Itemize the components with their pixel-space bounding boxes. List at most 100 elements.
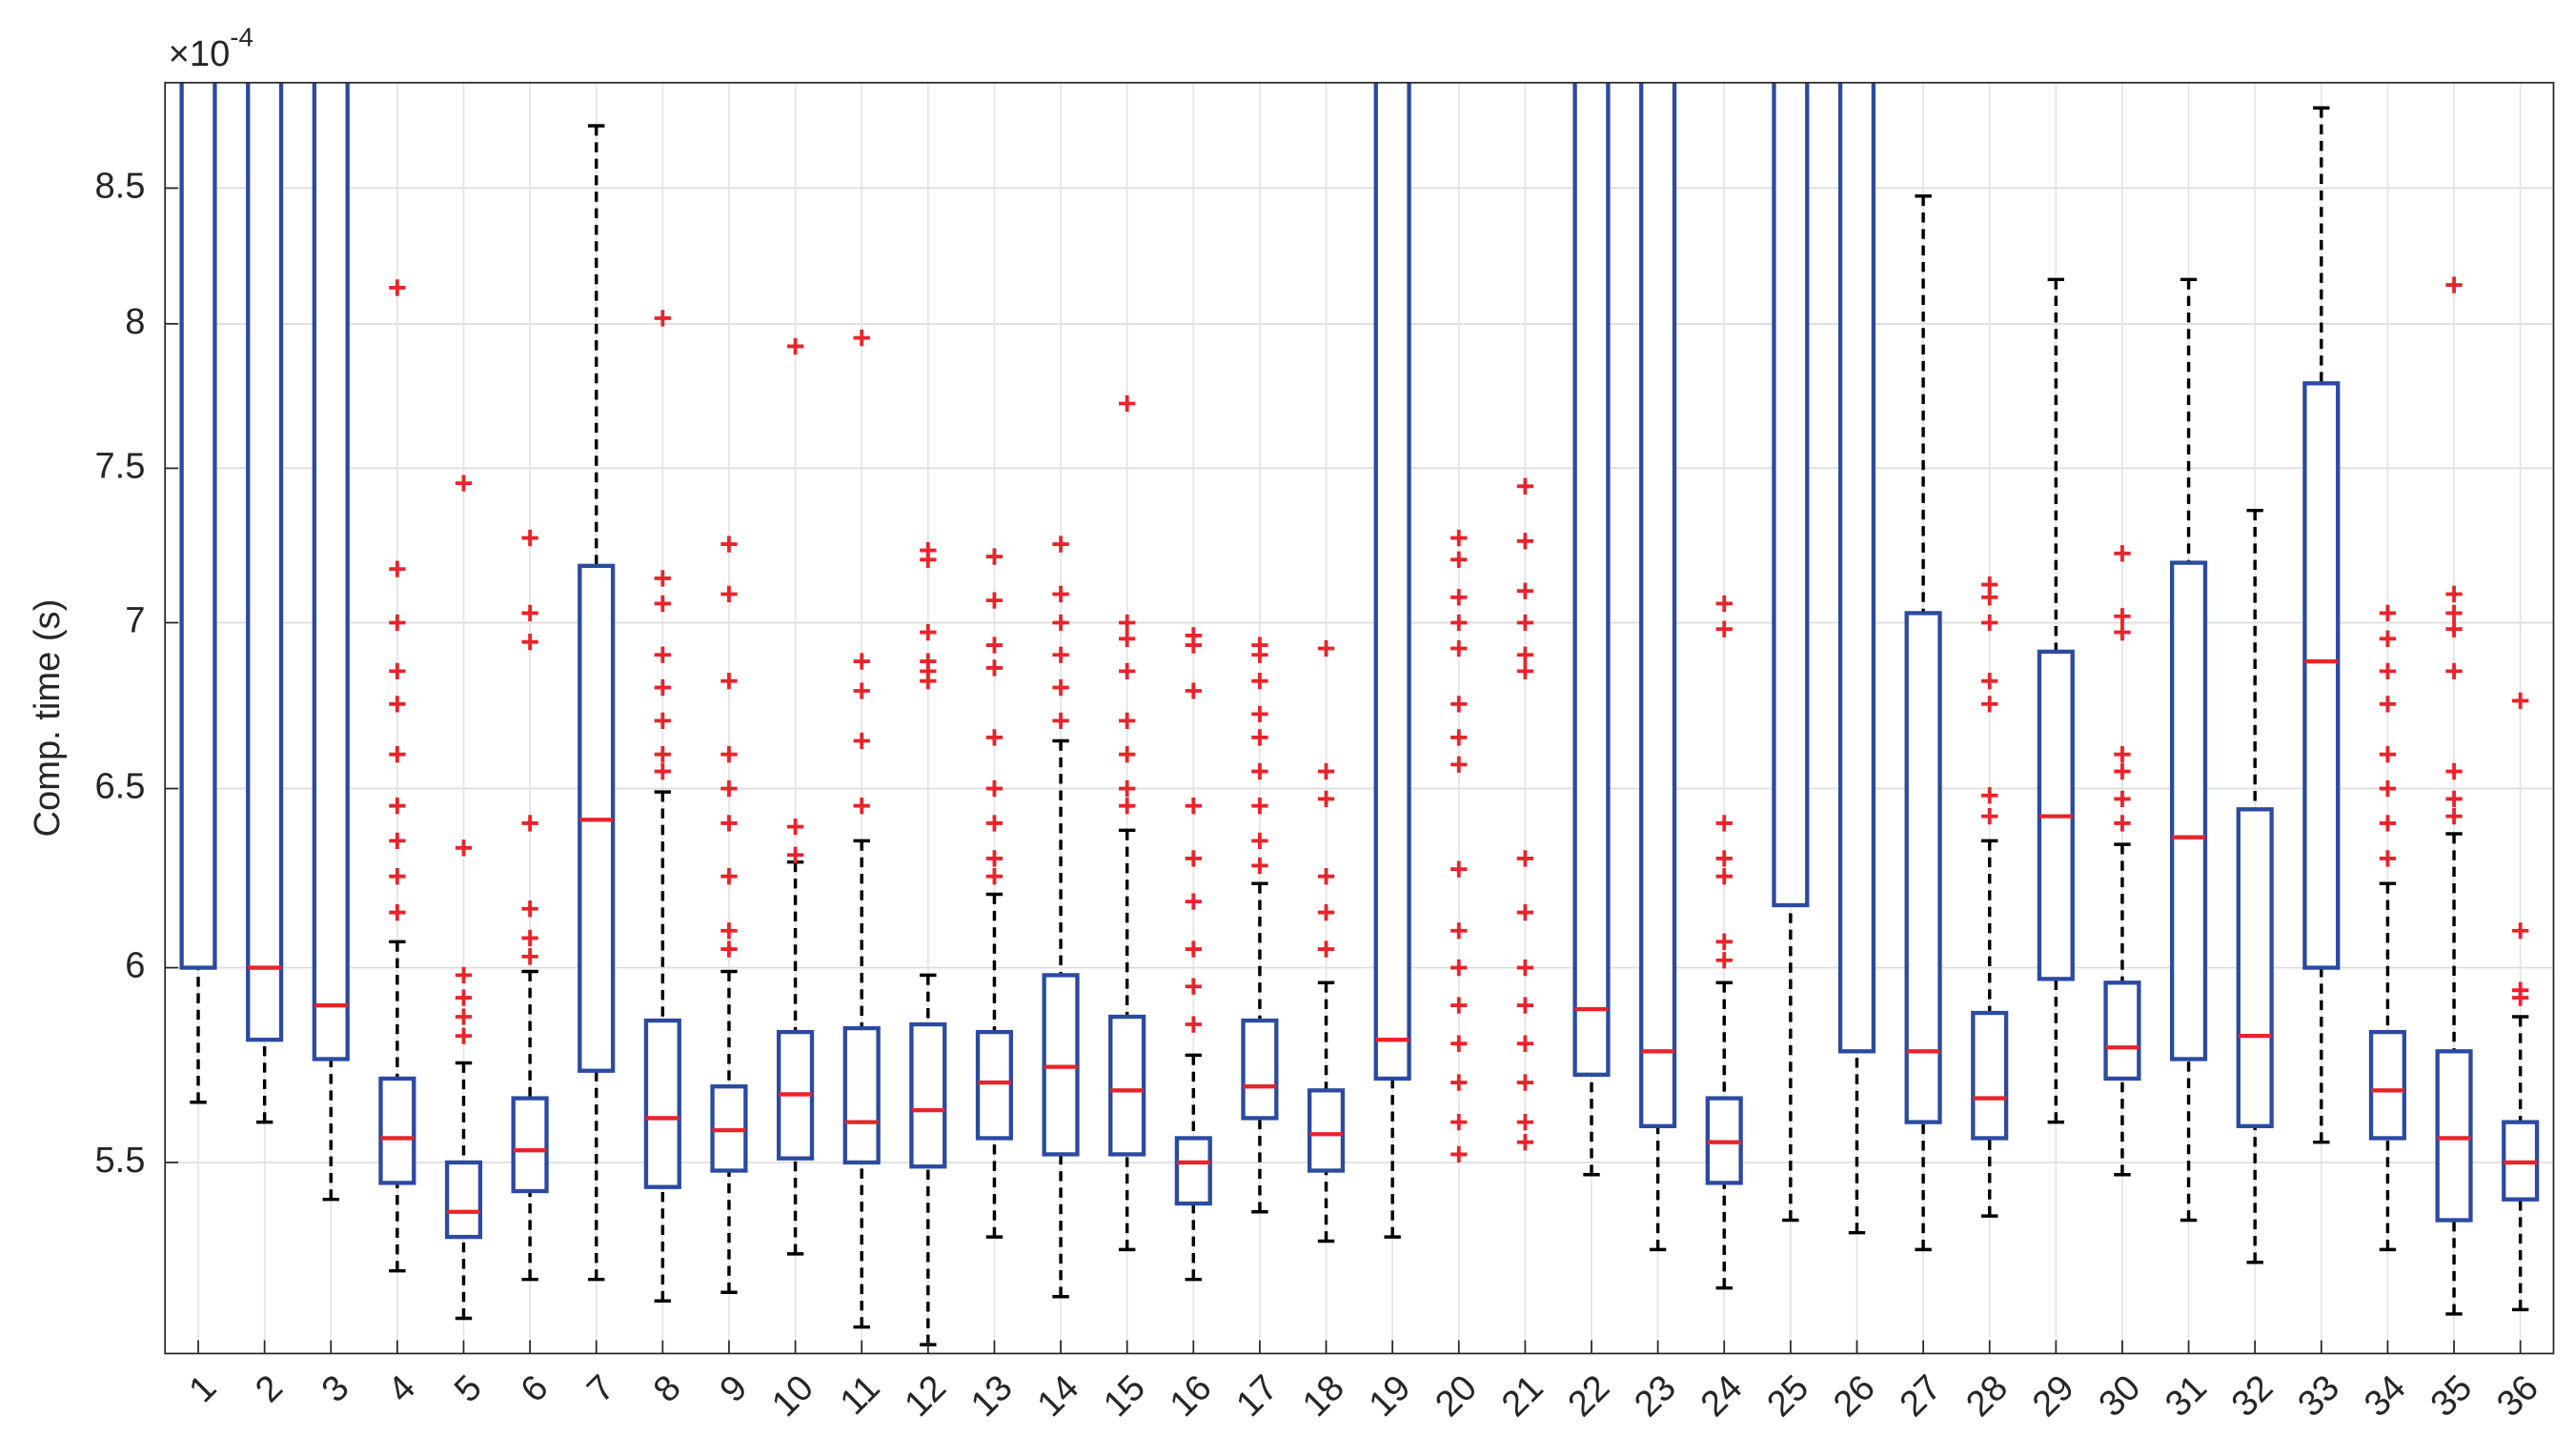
outlier: [1516, 1113, 1534, 1131]
outlier: [1516, 959, 1534, 977]
outlier: [1450, 529, 1468, 547]
outlier: [1119, 712, 1136, 730]
outlier: [2445, 807, 2463, 825]
outlier: [389, 614, 406, 632]
x-tick-label: 33: [2290, 1367, 2347, 1425]
outlier: [1052, 585, 1069, 603]
outlier: [2379, 779, 2397, 798]
outlier: [720, 815, 738, 832]
outlier: [1450, 589, 1468, 606]
outlier: [1450, 551, 1468, 568]
x-tick-label: 29: [2025, 1367, 2082, 1425]
y-tick-label: 8: [125, 302, 145, 342]
box: [1572, 82, 1611, 1077]
x-tick-label: 4: [381, 1367, 424, 1410]
x-tick-label: 32: [2224, 1367, 2281, 1425]
outlier: [1981, 614, 1998, 632]
plot: [179, 82, 2540, 1346]
outlier: [521, 529, 538, 547]
x-tick-label: 28: [1958, 1367, 2016, 1425]
x-tick-label: 36: [2489, 1367, 2546, 1425]
outlier: [1450, 997, 1468, 1014]
y-multiplier-exponent: -4: [230, 23, 253, 52]
outlier: [1516, 533, 1534, 550]
box: [1639, 82, 1677, 1128]
y-tick-label: 5.5: [94, 1141, 145, 1181]
outlier: [1119, 798, 1136, 815]
outlier: [455, 989, 473, 1006]
outlier: [2379, 630, 2397, 647]
box: [975, 1029, 1014, 1141]
outlier: [985, 548, 1004, 565]
outlier: [2114, 815, 2131, 832]
outlier: [1251, 857, 1268, 875]
outlier: [1450, 1035, 1468, 1052]
outlier: [2445, 762, 2463, 780]
outlier: [1516, 477, 1534, 495]
outlier: [1450, 959, 1468, 977]
outlier: [1317, 903, 1335, 921]
outlier: [985, 729, 1004, 746]
outlier: [1251, 832, 1268, 850]
outlier: [1317, 790, 1335, 808]
outlier: [2114, 762, 2131, 780]
y-tick-label: 6: [125, 946, 145, 986]
outlier: [389, 832, 406, 850]
outlier: [1119, 614, 1136, 632]
outlier: [1516, 646, 1534, 663]
outlier: [1052, 646, 1069, 663]
box: [1108, 1014, 1146, 1157]
outlier: [1052, 712, 1069, 730]
outlier: [389, 696, 406, 713]
outlier: [1516, 1134, 1534, 1151]
outlier: [1119, 630, 1136, 647]
outlier: [2114, 608, 2131, 625]
outlier: [1251, 729, 1268, 746]
x-tick-label: 21: [1494, 1367, 1551, 1425]
x-tick-label: 3: [314, 1367, 357, 1410]
outlier: [985, 592, 1004, 609]
outlier: [1715, 850, 1733, 867]
outlier: [2512, 692, 2529, 710]
box: [2302, 381, 2341, 970]
outlier: [786, 818, 804, 836]
outlier: [2445, 585, 2463, 603]
outlier: [1715, 620, 1733, 637]
outlier: [1450, 614, 1468, 632]
outlier: [2445, 620, 2463, 637]
outlier: [1119, 662, 1136, 680]
outlier: [1450, 729, 1468, 746]
x-tick-label: 11: [833, 1367, 888, 1423]
x-tick-label: 23: [1627, 1367, 1684, 1425]
x-tick-label: 6: [514, 1367, 557, 1410]
outlier: [1185, 978, 1202, 995]
outlier: [1516, 1074, 1534, 1091]
outlier: [1450, 922, 1468, 940]
outlier: [786, 337, 804, 355]
box: [2368, 1029, 2407, 1141]
outlier: [1516, 662, 1534, 680]
outlier: [985, 868, 1004, 885]
x-tick-label: 25: [1760, 1367, 1817, 1425]
outlier: [1516, 1035, 1534, 1052]
outlier: [985, 815, 1004, 832]
outlier: [1450, 696, 1468, 713]
outlier: [1981, 807, 1998, 825]
outlier: [920, 551, 937, 568]
outlier: [2445, 790, 2463, 808]
outlier: [2512, 989, 2529, 1006]
box: [312, 82, 350, 1062]
y-tick-label: 8.5: [94, 166, 145, 206]
x-tick-label: 18: [1295, 1367, 1352, 1425]
outlier: [720, 746, 738, 763]
outlier: [455, 839, 473, 857]
outlier: [2114, 545, 2131, 562]
outlier: [1516, 850, 1534, 867]
outlier: [654, 678, 672, 697]
plot-area: [165, 82, 2554, 1354]
outlier: [985, 637, 1004, 654]
outlier: [654, 570, 672, 587]
outlier: [1251, 762, 1268, 780]
x-tick-label: 2: [248, 1367, 291, 1410]
outlier: [1715, 595, 1733, 613]
